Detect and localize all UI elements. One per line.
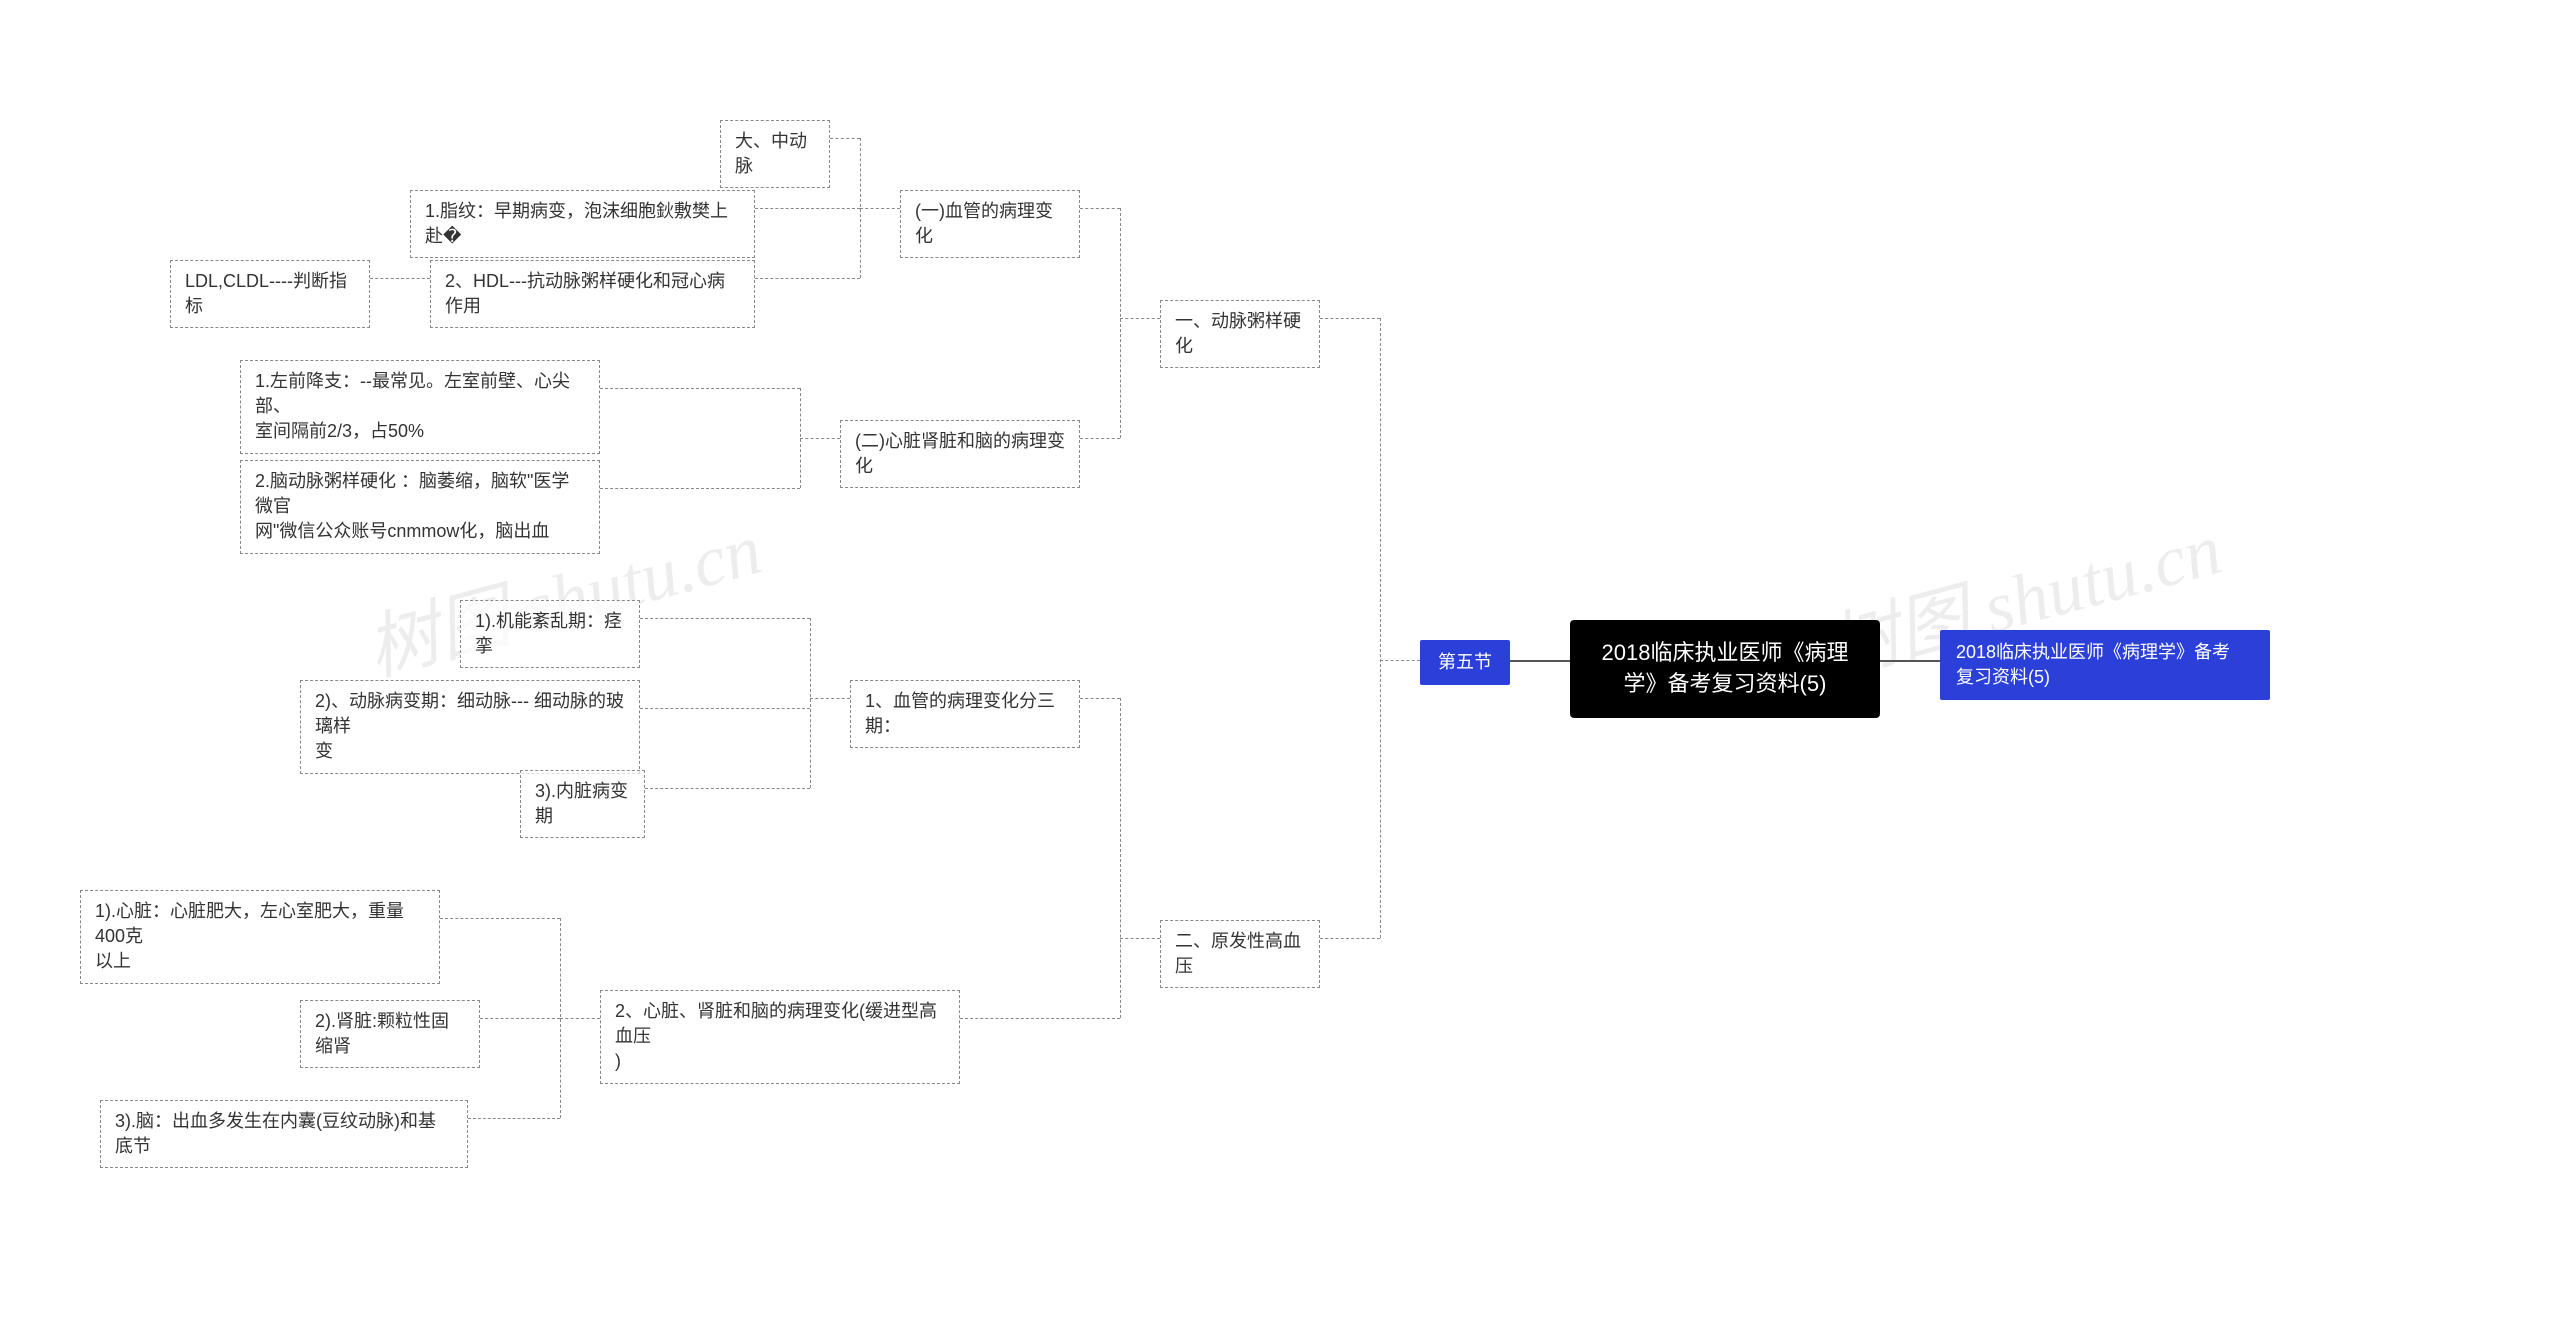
connector-s2a-c1 (640, 618, 810, 619)
connector-s1-a (1080, 208, 1120, 209)
connector-s2a-l (810, 698, 850, 699)
connector-root-right (1880, 660, 1940, 662)
label-s2a-2: 2)、动脉病变期：细动脉--- 细动脉的玻璃样 变 (315, 691, 624, 761)
label-ldl: LDL,CLDL----判断指标 (185, 271, 347, 316)
node-s1[interactable]: 一、动脉粥样硬化 (1160, 300, 1320, 368)
label-s2b-1: 1).心脏：心脏肥大，左心室肥大，重量400克 以上 (95, 901, 404, 971)
node-s2b-2[interactable]: 2).肾脏:颗粒性固缩肾 (300, 1000, 480, 1068)
node-s2b[interactable]: 2、心脏、肾脏和脑的病理变化(缓进型高血压 ) (600, 990, 960, 1084)
node-s1a-2[interactable]: 1.脂纹：早期病变，泡沫细胞鈥敷樊上赴� (410, 190, 755, 258)
connector-s2a-v (810, 618, 811, 788)
connector-to-s2 (1320, 938, 1380, 939)
label-s2a-1: 1).机能紊乱期：痉挛 (475, 611, 622, 656)
connector-s2-a (1080, 698, 1120, 699)
node-s1b-2[interactable]: 2.脑动脉粥样硬化 ：脑萎缩，脑软"医学微官 网"微信公众账号cnmmow化，脑… (240, 460, 600, 554)
root-label: 2018临床执业医师《病理 学》备考复习资料(5) (1602, 640, 1849, 696)
connector-s1a-l (860, 208, 900, 209)
connector-s2b-l (560, 1018, 600, 1019)
connector-to-s1 (1320, 318, 1380, 319)
label-s1a-2: 1.脂纹：早期病变，泡沫细胞鈥敷樊上赴� (425, 201, 728, 246)
connector-s1b-l (800, 438, 840, 439)
connector-s2b-c1 (440, 918, 560, 919)
connector-s1a-v (860, 138, 861, 278)
node-s2b-3[interactable]: 3).脑：出血多发生在内囊(豆纹动脉)和基底节 (100, 1100, 468, 1168)
connector-s1b-c2 (600, 488, 800, 489)
connector-s2-b (960, 1018, 1120, 1019)
section-five-node[interactable]: 第五节 (1420, 640, 1510, 685)
label-s1a-1: 大、中动脉 (735, 131, 807, 176)
connector-s2a-c2 (640, 708, 810, 709)
connector-s1-v (1120, 208, 1121, 438)
connector-s2-v (1120, 698, 1121, 1018)
node-s2b-1[interactable]: 1).心脏：心脏肥大，左心室肥大，重量400克 以上 (80, 890, 440, 984)
connector-l1-v (1380, 318, 1381, 938)
node-s1a-3[interactable]: 2、HDL---抗动脉粥样硬化和冠心病作用 (430, 260, 755, 328)
connector-s1-l (1120, 318, 1160, 319)
connector-s1b-c1 (600, 388, 800, 389)
node-s1b-1[interactable]: 1.左前降支：--最常见。左室前壁、心尖部、 室间隔前2/3，占50% (240, 360, 600, 454)
node-s2a-1[interactable]: 1).机能紊乱期：痉挛 (460, 600, 640, 668)
label-s1b-1: 1.左前降支：--最常见。左室前壁、心尖部、 室间隔前2/3，占50% (255, 371, 570, 441)
connector-l1 (1380, 660, 1420, 661)
right-child-node[interactable]: 2018临床执业医师《病理学》备考 复习资料(5) (1940, 630, 2270, 700)
node-s1b[interactable]: (二)心脏肾脏和脑的病理变化 (840, 420, 1080, 488)
label-s2b-3: 3).脑：出血多发生在内囊(豆纹动脉)和基底节 (115, 1111, 436, 1156)
label-s2a: 1、血管的病理变化分三期： (865, 691, 1055, 736)
node-ldl[interactable]: LDL,CLDL----判断指标 (170, 260, 370, 328)
label-s1a-3: 2、HDL---抗动脉粥样硬化和冠心病作用 (445, 271, 725, 316)
connector-hdl-ldl (370, 278, 430, 279)
connector-root-left (1510, 660, 1570, 662)
label-s2b: 2、心脏、肾脏和脑的病理变化(缓进型高血压 ) (615, 1001, 937, 1071)
connector-s2b-c2 (480, 1018, 560, 1019)
node-s1a-1[interactable]: 大、中动脉 (720, 120, 830, 188)
connector-s2-l (1120, 938, 1160, 939)
label-s2: 二、原发性高血压 (1175, 931, 1301, 976)
connector-s1a-c1 (830, 138, 860, 139)
section-five-label: 第五节 (1438, 652, 1492, 672)
label-s1b: (二)心脏肾脏和脑的病理变化 (855, 431, 1065, 476)
label-s2a-3: 3).内脏病变期 (535, 781, 628, 826)
connector-s2b-c3 (468, 1118, 560, 1119)
node-s1a[interactable]: (一)血管的病理变化 (900, 190, 1080, 258)
connector-s2b-v (560, 918, 561, 1118)
label-s1a: (一)血管的病理变化 (915, 201, 1053, 246)
node-s2a-3[interactable]: 3).内脏病变期 (520, 770, 645, 838)
label-s1: 一、动脉粥样硬化 (1175, 311, 1301, 356)
connector-s1a-c3 (755, 278, 860, 279)
right-child-label: 2018临床执业医师《病理学》备考 复习资料(5) (1956, 642, 2230, 687)
connector-s1a-c2 (755, 208, 860, 209)
node-s2[interactable]: 二、原发性高血压 (1160, 920, 1320, 988)
label-s2b-2: 2).肾脏:颗粒性固缩肾 (315, 1011, 449, 1056)
connector-s1b-v (800, 388, 801, 488)
node-s2a[interactable]: 1、血管的病理变化分三期： (850, 680, 1080, 748)
node-s2a-2[interactable]: 2)、动脉病变期：细动脉--- 细动脉的玻璃样 变 (300, 680, 640, 774)
connector-s2a-c3 (645, 788, 810, 789)
connector-s1-b (1080, 438, 1120, 439)
root-node[interactable]: 2018临床执业医师《病理 学》备考复习资料(5) (1570, 620, 1880, 718)
label-s1b-2: 2.脑动脉粥样硬化 ：脑萎缩，脑软"医学微官 网"微信公众账号cnmmow化，脑… (255, 471, 569, 541)
